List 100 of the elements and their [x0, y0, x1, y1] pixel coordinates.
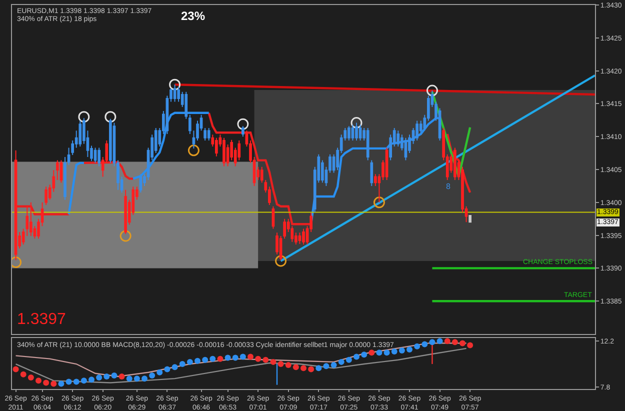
point: [436, 338, 443, 344]
point: [169, 78, 181, 90]
point: [406, 346, 412, 352]
candlestick: [416, 120, 418, 142]
candlestick: [30, 202, 32, 236]
point: [58, 380, 64, 387]
point: [134, 376, 140, 382]
point: [164, 366, 170, 372]
point: [429, 339, 436, 346]
candlestick: [173, 84, 176, 102]
point: [414, 343, 420, 350]
candlestick: [139, 174, 142, 194]
point: [194, 358, 200, 364]
point: [149, 372, 156, 378]
candlestick: [348, 126, 350, 142]
point: [66, 378, 72, 385]
annotation: 1.3397: [17, 311, 66, 328]
point: [186, 358, 193, 365]
point: [36, 378, 42, 384]
point: [20, 371, 26, 378]
point: [262, 356, 269, 363]
point: [156, 369, 163, 376]
point: [80, 378, 87, 384]
candlestick: [366, 128, 370, 161]
point: [28, 374, 34, 381]
point: [338, 358, 344, 365]
point: [460, 340, 466, 346]
point: [224, 354, 231, 361]
point: [88, 376, 94, 383]
point: [50, 380, 57, 387]
candlestick: [370, 160, 374, 186]
candlestick: [56, 160, 59, 181]
point: [275, 255, 287, 267]
point: [323, 363, 330, 370]
candlestick: [351, 124, 354, 142]
candlestick: [109, 118, 112, 164]
point: [188, 144, 200, 156]
point: [73, 378, 80, 385]
point: [202, 356, 208, 363]
point: [285, 362, 292, 368]
point: [346, 356, 352, 363]
point: [172, 364, 178, 370]
candlestick: [404, 137, 408, 161]
point: [316, 365, 322, 372]
point: [350, 117, 362, 129]
candlestick: [78, 120, 82, 147]
point: [444, 338, 450, 344]
point: [217, 356, 224, 362]
point: [467, 342, 474, 348]
candlestick: [60, 160, 63, 184]
point: [142, 376, 148, 382]
candlestick: [396, 130, 400, 147]
point: [255, 356, 262, 362]
point: [398, 347, 405, 354]
candlestick: [222, 137, 226, 167]
candlestick: [454, 147, 456, 181]
point: [118, 374, 125, 380]
point: [368, 350, 375, 356]
point: [373, 196, 385, 208]
candlestick: [14, 150, 18, 261]
point: [78, 111, 90, 123]
point: [248, 354, 254, 360]
candlestick: [215, 137, 218, 157]
point: [308, 366, 314, 372]
point: [210, 356, 216, 362]
point: [43, 380, 50, 386]
point: [426, 84, 438, 96]
candlestick: [385, 147, 388, 181]
point: [240, 354, 246, 360]
annotation: 23%: [181, 9, 206, 23]
point: [120, 230, 132, 242]
candlestick: [298, 232, 302, 244]
point: [232, 354, 238, 361]
point: [292, 364, 299, 370]
point: [96, 374, 102, 381]
candlestick: [242, 126, 244, 138]
point: [354, 354, 360, 360]
point: [126, 376, 132, 382]
candlestick: [302, 228, 305, 246]
point: [111, 372, 118, 378]
candlestick: [272, 206, 275, 230]
candlestick: [207, 128, 210, 142]
point: [179, 361, 186, 368]
point: [12, 366, 19, 372]
annotation: 8: [446, 182, 451, 191]
point: [452, 339, 458, 346]
candlestick: [98, 147, 100, 167]
point: [270, 358, 276, 365]
point: [384, 350, 390, 356]
point: [376, 350, 382, 356]
point: [104, 374, 110, 380]
point: [300, 365, 306, 372]
point: [330, 362, 337, 368]
candlestick: [184, 91, 188, 120]
point: [361, 352, 368, 358]
candlestick: [468, 215, 472, 223]
point: [422, 341, 428, 348]
candlestick: [124, 189, 127, 234]
candlestick: [94, 147, 97, 164]
candlestick: [358, 124, 362, 142]
